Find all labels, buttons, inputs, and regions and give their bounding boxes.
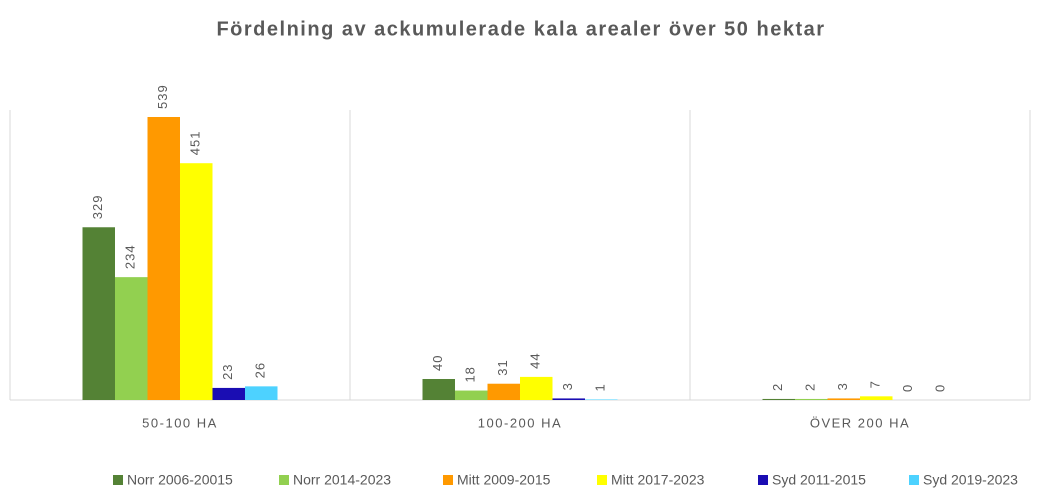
- bar: [147, 117, 180, 400]
- value-label: 2: [770, 383, 785, 391]
- legend-swatch: [597, 475, 607, 485]
- bar: [115, 277, 148, 400]
- value-label: 2: [803, 383, 818, 391]
- x-tick-label: 100-200 HA: [478, 415, 562, 430]
- legend-label: Norr 2014-2023: [293, 472, 391, 488]
- legend-swatch: [909, 475, 919, 485]
- x-tick-label: 50-100 HA: [142, 415, 218, 430]
- bar: [520, 376, 553, 400]
- bar: [455, 390, 488, 400]
- value-label: 23: [220, 363, 235, 379]
- value-label: 7: [868, 380, 883, 388]
- value-label: 26: [253, 362, 268, 378]
- value-label: 3: [835, 382, 850, 390]
- value-label: 0: [900, 384, 915, 392]
- x-tick-label: ÖVER 200 HA: [810, 415, 910, 430]
- value-label: 329: [90, 195, 105, 220]
- legend-label: Syd 2011-2015: [772, 472, 866, 488]
- bar: [180, 163, 213, 400]
- bar: [212, 387, 245, 400]
- value-label: 1: [593, 383, 608, 391]
- bar: [245, 386, 278, 400]
- legend-label: Syd 2019-2023: [923, 472, 1018, 488]
- chart-title: Fördelning av ackumulerade kala arealer …: [216, 18, 825, 40]
- legend-swatch: [758, 475, 768, 485]
- value-label: 0: [933, 384, 948, 392]
- bar: [487, 383, 520, 400]
- bar: [762, 398, 795, 400]
- bar: [860, 396, 893, 400]
- value-label: 3: [560, 382, 575, 390]
- value-label: 539: [155, 84, 170, 109]
- bar: [795, 398, 828, 400]
- bar: [82, 227, 115, 400]
- legend-swatch: [113, 475, 123, 485]
- value-label: 31: [495, 359, 510, 375]
- value-label: 451: [188, 131, 203, 156]
- legend-label: Mitt 2009-2015: [457, 472, 551, 488]
- legend-swatch: [279, 475, 289, 485]
- value-label: 18: [463, 366, 478, 382]
- value-label: 234: [123, 244, 138, 269]
- legend-label: Mitt 2017-2023: [611, 472, 705, 488]
- value-label: 44: [528, 352, 543, 368]
- bar: [422, 378, 455, 400]
- value-label: 40: [430, 355, 445, 371]
- bar: [552, 398, 585, 400]
- legend-label: Norr 2006-20015: [127, 472, 233, 488]
- legend-swatch: [443, 475, 453, 485]
- bar: [585, 399, 618, 400]
- bar: [827, 398, 860, 400]
